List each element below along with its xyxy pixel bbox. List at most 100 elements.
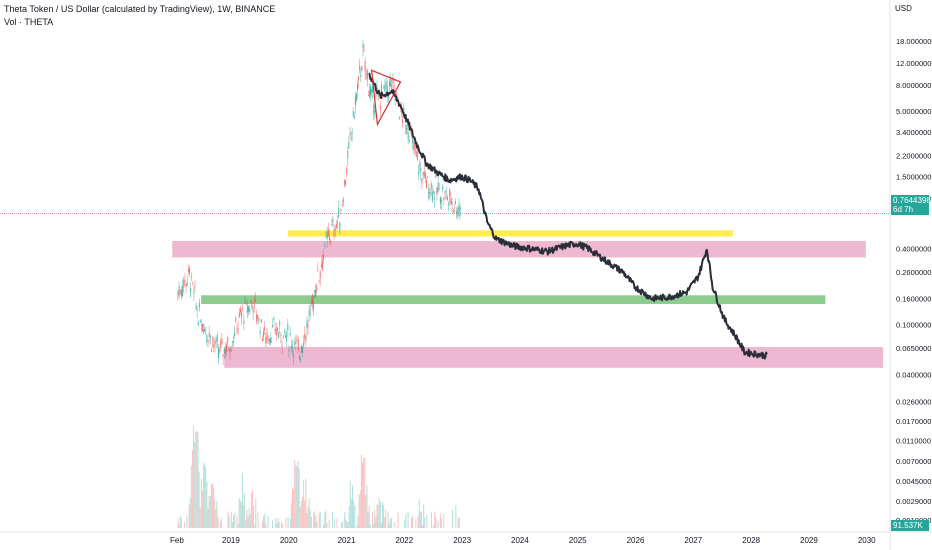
candle-body — [199, 321, 201, 323]
candle-body — [241, 312, 243, 318]
candle-body — [206, 335, 208, 343]
volume-bar — [328, 520, 330, 528]
volume-bar — [315, 515, 317, 528]
volume-bar — [358, 494, 360, 528]
candle-body — [370, 86, 372, 96]
volume-bar — [220, 517, 222, 528]
candle-body — [341, 204, 343, 206]
volume-bar — [209, 495, 211, 528]
candle-body — [196, 308, 198, 310]
candle-body — [403, 107, 405, 112]
volume-bar — [369, 524, 371, 528]
candle-body — [331, 224, 333, 226]
candle-body — [457, 208, 459, 217]
volume-bar — [281, 524, 283, 528]
volume-bar — [216, 500, 218, 528]
volume-bar — [190, 465, 192, 528]
candle-body — [365, 73, 367, 75]
candle-body — [429, 191, 431, 194]
volume-bar — [188, 504, 190, 528]
candle-body — [424, 173, 426, 179]
volume-bar — [422, 525, 424, 528]
candle-body — [194, 285, 196, 287]
candle-body — [249, 309, 251, 313]
candle-body — [246, 306, 248, 313]
candle-body — [416, 152, 418, 160]
candle-body — [335, 223, 337, 228]
volume-tick-label: 0.0029000 — [896, 497, 931, 506]
volume-bar — [301, 496, 303, 528]
candle-body — [291, 346, 293, 348]
candle-body — [303, 342, 305, 346]
volume-bar — [240, 502, 242, 528]
candle-body — [394, 98, 396, 101]
candle-body — [182, 286, 184, 297]
candle-body — [264, 327, 266, 331]
volume-bar — [203, 464, 205, 528]
volume-legend: Vol · THETA — [4, 17, 54, 27]
volume-bar — [234, 512, 236, 528]
candle-body — [274, 328, 276, 331]
volume-bar — [424, 517, 426, 528]
candle-body — [423, 171, 425, 177]
volume-bar — [184, 521, 186, 528]
candle-body — [192, 283, 194, 285]
candle-body — [259, 331, 261, 334]
candle-body — [327, 228, 329, 237]
volume-bar — [298, 468, 300, 528]
time-tick-label: 2025 — [569, 536, 587, 545]
price-tick-label: 18.0000000 — [896, 37, 932, 46]
candle-body — [310, 301, 312, 304]
candle-body — [422, 172, 424, 175]
wedge-drawing — [370, 69, 402, 127]
volume-bar — [378, 497, 380, 528]
candle-body — [203, 329, 205, 333]
candle-body — [431, 192, 433, 202]
candle-body — [442, 186, 444, 190]
volume-bar — [367, 512, 369, 528]
volume-bar — [350, 499, 352, 528]
volume-bar — [326, 523, 328, 528]
candle-body — [193, 292, 195, 294]
candle-body — [351, 131, 353, 134]
candle-body — [187, 269, 189, 272]
candle-body — [250, 301, 252, 304]
volume-bar — [257, 512, 259, 528]
price-tick-label: 0.2600000 — [896, 268, 931, 277]
volume-tick-label: 0.0045000 — [896, 477, 931, 486]
candle-body — [448, 204, 450, 206]
volume-bar — [231, 522, 233, 528]
candle-body — [238, 312, 240, 318]
volume-bar — [440, 518, 442, 528]
price-tick-label: 0.0400000 — [896, 370, 931, 379]
candle-body — [360, 74, 362, 77]
candle-body — [458, 205, 460, 211]
volume-bar — [213, 488, 215, 528]
volume-bar — [348, 505, 350, 528]
candle-body — [438, 188, 440, 190]
volume-bar — [373, 523, 375, 528]
candle-body — [200, 324, 202, 326]
volume-bar — [205, 467, 207, 528]
volume-bar — [249, 514, 251, 528]
candle-body — [297, 339, 299, 350]
candle-body — [287, 323, 289, 331]
candle-body — [375, 90, 377, 97]
volume-bar — [196, 430, 198, 528]
candle-body — [342, 198, 344, 202]
volume-bar — [201, 490, 203, 528]
candle-body — [376, 87, 378, 90]
volume-bar — [199, 507, 201, 528]
volume-bar — [325, 510, 327, 528]
candle-body — [234, 333, 236, 336]
volume-bar — [214, 499, 216, 528]
candle-body — [417, 172, 419, 175]
volume-bar — [433, 524, 435, 528]
candle-body — [337, 222, 339, 224]
candle-body — [301, 346, 303, 353]
candle-body — [237, 327, 239, 330]
candle-body — [317, 268, 319, 270]
price-tick-label: 8.0000000 — [896, 81, 931, 90]
candle-body — [282, 336, 284, 338]
